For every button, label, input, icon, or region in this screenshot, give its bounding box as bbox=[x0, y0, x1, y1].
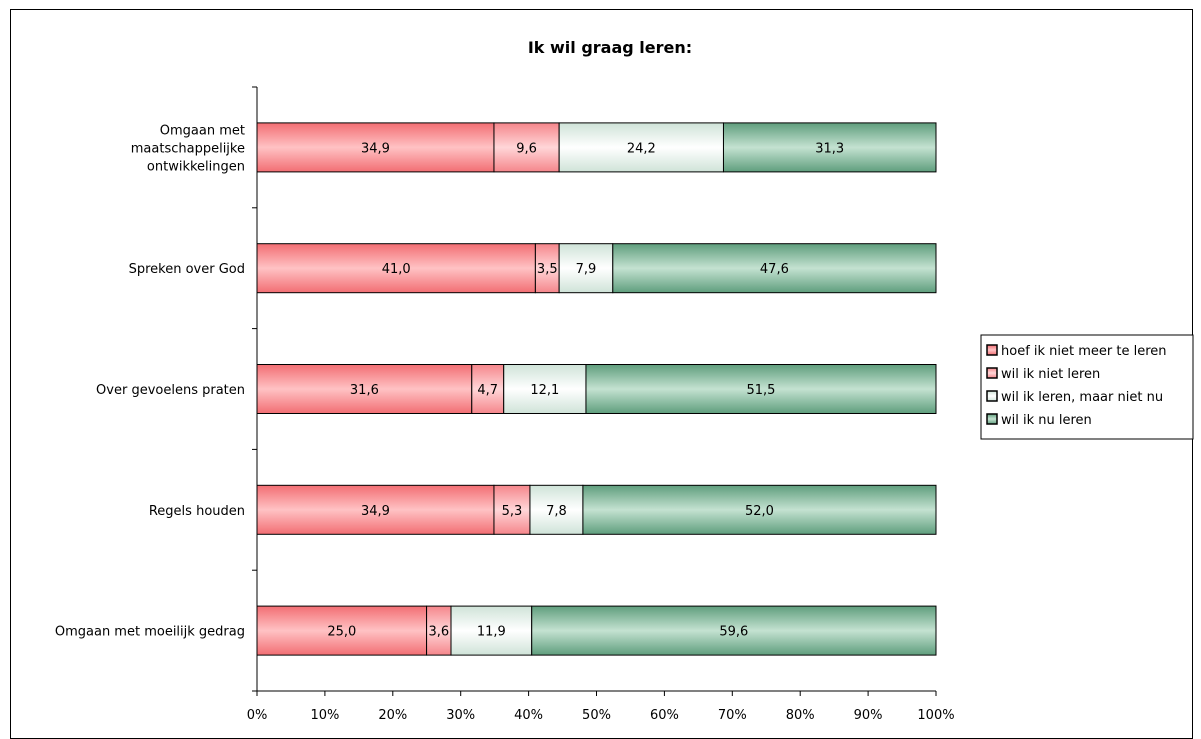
chart-title: Ik wil graag leren: bbox=[528, 38, 692, 57]
data-label: 31,6 bbox=[350, 383, 379, 398]
bar-segment bbox=[256, 484, 495, 535]
bar-segment bbox=[256, 605, 428, 656]
bar-segment bbox=[558, 122, 724, 173]
x-tick-label: 0% bbox=[247, 708, 268, 723]
category-label: Over gevoelens praten bbox=[96, 383, 245, 398]
bar-segment bbox=[529, 484, 584, 535]
data-label: 25,0 bbox=[327, 625, 356, 640]
x-tick-label: 90% bbox=[854, 708, 883, 723]
category-label: maatschappelijke bbox=[131, 141, 245, 156]
legend-label: wil ik leren, maar niet nu bbox=[1001, 390, 1163, 405]
category-label: Omgaan met bbox=[160, 123, 245, 138]
data-label: 3,6 bbox=[428, 625, 449, 640]
data-label: 51,5 bbox=[747, 383, 776, 398]
data-label: 24,2 bbox=[627, 141, 656, 156]
legend-box bbox=[980, 334, 1194, 440]
legend-swatch bbox=[986, 390, 998, 402]
bar-segment bbox=[493, 122, 560, 173]
data-label: 59,6 bbox=[719, 625, 748, 640]
legend-swatch bbox=[986, 367, 998, 379]
data-label: 3,5 bbox=[537, 262, 558, 277]
data-label: 4,7 bbox=[477, 383, 498, 398]
bar-segment bbox=[471, 364, 505, 414]
x-tick-label: 30% bbox=[446, 708, 475, 723]
category-label: ontwikkelingen bbox=[147, 159, 245, 174]
legend-label: hoef ik niet meer te leren bbox=[1001, 344, 1167, 359]
bar-segment bbox=[582, 484, 937, 535]
category-label: Regels houden bbox=[149, 504, 245, 519]
data-label: 5,3 bbox=[502, 504, 523, 519]
bar-segment bbox=[256, 243, 536, 294]
bar-segment bbox=[493, 484, 531, 535]
bar-segment bbox=[585, 364, 937, 414]
bar-segment bbox=[531, 605, 937, 656]
data-label: 52,0 bbox=[745, 504, 774, 519]
legend-label: wil ik niet leren bbox=[1001, 367, 1100, 382]
x-tick-label: 50% bbox=[582, 708, 611, 723]
data-label: 11,9 bbox=[477, 625, 506, 640]
data-label: 47,6 bbox=[760, 262, 789, 277]
data-label: 31,3 bbox=[815, 141, 844, 156]
category-label: Omgaan met moeilijk gedrag bbox=[55, 625, 245, 640]
data-label: 9,6 bbox=[516, 141, 537, 156]
data-label: 34,9 bbox=[361, 504, 390, 519]
x-tick-label: 10% bbox=[310, 708, 339, 723]
x-tick-label: 80% bbox=[786, 708, 815, 723]
legend-swatch bbox=[986, 344, 998, 356]
x-tick-label: 40% bbox=[514, 708, 543, 723]
x-tick-label: 60% bbox=[650, 708, 679, 723]
bar-segment bbox=[503, 364, 587, 414]
x-tick-label: 20% bbox=[378, 708, 407, 723]
data-label: 12,1 bbox=[530, 383, 559, 398]
data-label: 7,8 bbox=[546, 504, 567, 519]
data-label: 34,9 bbox=[361, 141, 390, 156]
data-label: 7,9 bbox=[576, 262, 597, 277]
bar-segment bbox=[722, 122, 937, 173]
x-tick-label: 100% bbox=[917, 708, 954, 723]
bar-segment bbox=[612, 243, 937, 294]
category-label: Spreken over God bbox=[129, 262, 245, 277]
data-label: 41,0 bbox=[382, 262, 411, 277]
legend-label: wil ik nu leren bbox=[1001, 413, 1092, 428]
x-tick-label: 70% bbox=[718, 708, 747, 723]
bar-segment bbox=[426, 605, 452, 656]
legend-swatch bbox=[986, 413, 998, 425]
bar-segment bbox=[256, 122, 495, 173]
bar-segment bbox=[450, 605, 533, 656]
